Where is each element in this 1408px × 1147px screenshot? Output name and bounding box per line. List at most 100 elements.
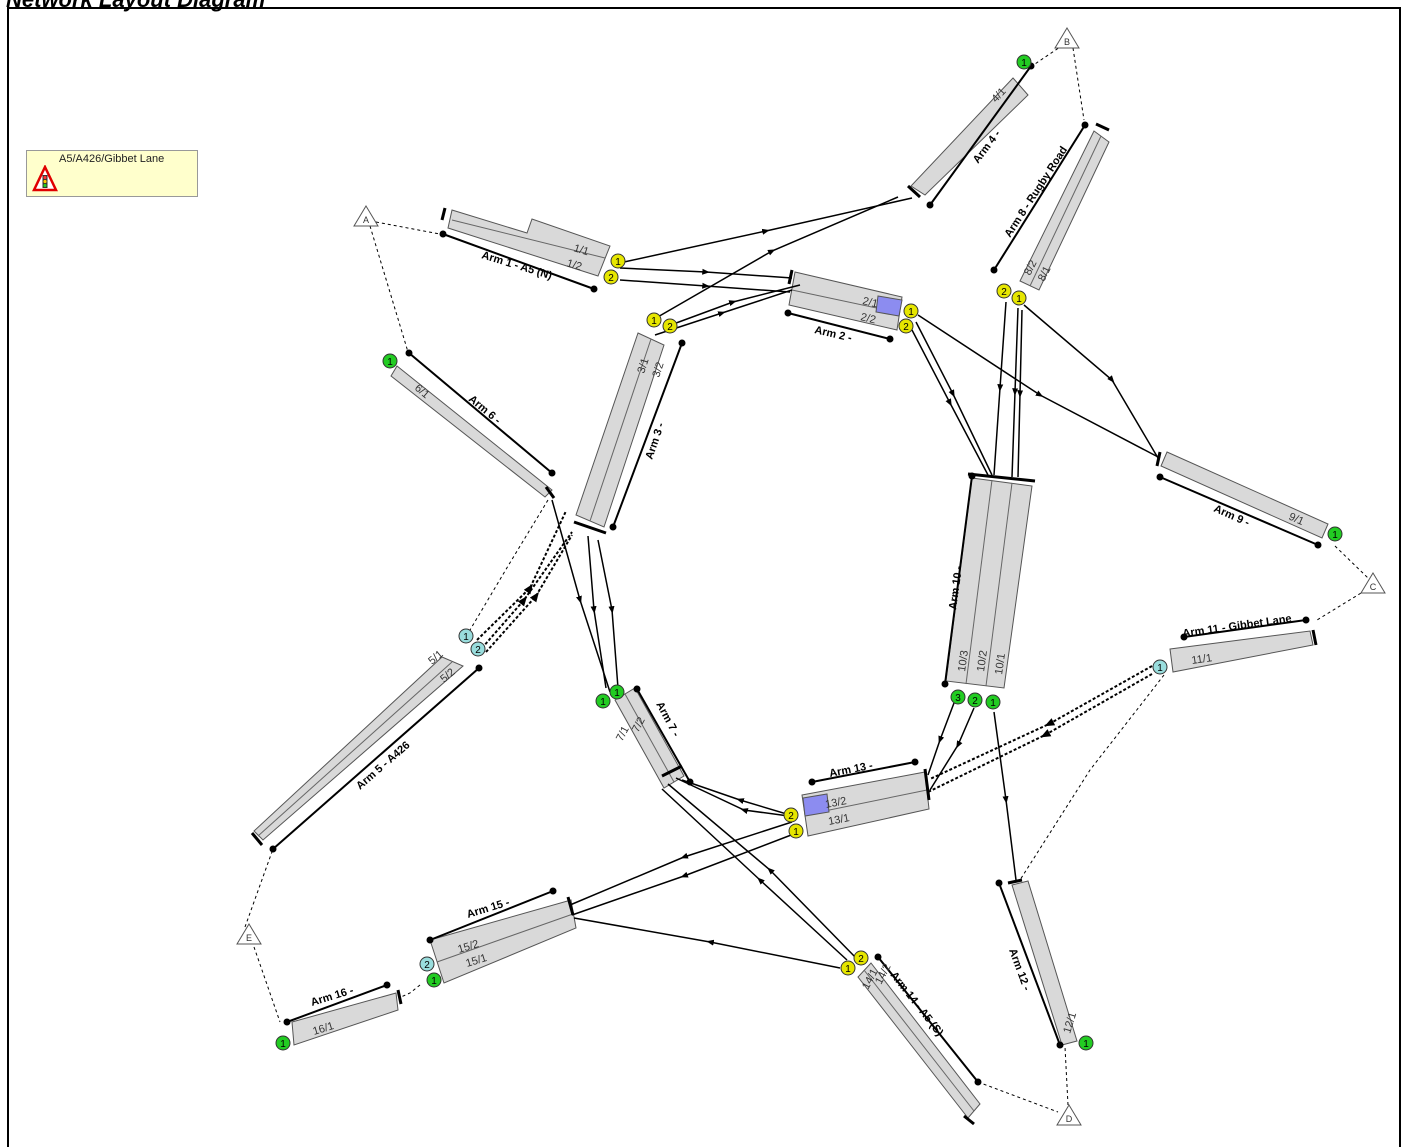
svg-text:1: 1 (793, 827, 799, 838)
svg-text:1: 1 (463, 632, 469, 643)
stage-marker[interactable]: 1 (275, 1035, 291, 1051)
traffic-signal-warning-icon (32, 165, 58, 192)
stage-marker[interactable]: 2 (470, 641, 486, 657)
node-a[interactable]: A (353, 205, 379, 227)
stage-marker[interactable]: 1 (609, 684, 625, 700)
thin-dashed-connectors (400, 499, 1165, 998)
stage-marker[interactable]: 1 (840, 960, 856, 976)
svg-text:2: 2 (903, 322, 909, 333)
stage-marker[interactable]: 1 (788, 823, 804, 839)
svg-text:1: 1 (908, 307, 914, 318)
svg-text:D: D (1066, 1114, 1073, 1124)
svg-text:B: B (1064, 37, 1070, 47)
stage-marker[interactable]: 2 (419, 956, 435, 972)
page-title: Network Layout Diagram (6, 0, 265, 13)
stage-marker[interactable]: 2 (783, 807, 799, 823)
node-links (244, 44, 1369, 1113)
stage-marker[interactable]: 1 (1327, 526, 1343, 542)
stage-marker[interactable]: 1 (458, 628, 474, 644)
lane-label-3-1: 3/1 (635, 357, 651, 375)
lane-label-9-1: 9/1 (1287, 511, 1306, 528)
lane-label-2-2: 2/2 (859, 311, 877, 326)
stage-marker[interactable]: 2 (662, 318, 678, 334)
svg-text:2: 2 (424, 960, 430, 971)
arm-label-3: Arm 3 - (643, 421, 667, 461)
lane-label-10-3: 10/3 (956, 650, 971, 673)
lane-label-16-1: 16/1 (311, 1020, 335, 1038)
svg-text:2: 2 (858, 954, 864, 965)
lane-label-3-2: 3/2 (650, 361, 666, 379)
lane-label-12-1: 12/1 (1061, 1011, 1079, 1035)
stop-lines (250, 122, 1318, 1126)
svg-text:1: 1 (990, 698, 996, 709)
stage-marker[interactable]: 1 (1152, 659, 1168, 675)
stage-marker[interactable]: 2 (967, 692, 983, 708)
svg-text:2: 2 (475, 645, 481, 656)
svg-text:1: 1 (614, 688, 620, 699)
svg-text:1: 1 (280, 1039, 286, 1050)
diagram-frame (7, 7, 1401, 1147)
stage-marker[interactable]: 1 (646, 312, 662, 328)
svg-text:2: 2 (972, 696, 978, 707)
node-b[interactable]: B (1054, 27, 1080, 49)
stage-marker[interactable]: 1 (1078, 1035, 1094, 1051)
arm-label-12: Arm 12 - (1006, 947, 1032, 993)
stage-marker[interactable]: 1 (1016, 54, 1032, 70)
lane-label-11-1: 11/1 (1191, 652, 1213, 667)
lane-strips (253, 77, 1329, 1119)
stage-marker[interactable]: 2 (603, 269, 619, 285)
svg-text:C: C (1370, 582, 1377, 592)
stage-marker[interactable]: 1 (985, 694, 1001, 710)
node-c[interactable]: C (1360, 572, 1386, 594)
svg-text:1: 1 (1021, 58, 1027, 69)
stage-marker[interactable]: 2 (853, 950, 869, 966)
lane-label-1-1: 1/1 (572, 242, 590, 258)
lane-label-10-1: 10/1 (993, 653, 1008, 676)
svg-text:1: 1 (1332, 530, 1338, 541)
lane-label-10-2: 10/2 (975, 650, 990, 673)
svg-text:1: 1 (1016, 294, 1022, 305)
stage-marker[interactable]: 2 (996, 283, 1012, 299)
svg-text:A: A (363, 215, 369, 225)
flow-connectors (551, 196, 1161, 969)
stage-marker[interactable]: 1 (382, 353, 398, 369)
arm-label-13: Arm 13 - (828, 760, 874, 780)
stage-marker[interactable]: 1 (426, 972, 442, 988)
network-nodes: A B C D E (236, 27, 1386, 1126)
svg-text:2: 2 (788, 811, 794, 822)
svg-text:E: E (246, 933, 252, 943)
stage-marker[interactable]: 2 (898, 318, 914, 334)
stage-markers: 1 2 1 2 1 2 2 1 2 1 1 2 1 2 1 2 1 1 1 1 … (275, 54, 1343, 1051)
svg-text:1: 1 (1083, 1039, 1089, 1050)
legend-label: A5/A426/Gibbet Lane (59, 153, 165, 165)
svg-text:2: 2 (667, 322, 673, 333)
svg-text:1: 1 (651, 316, 657, 327)
junction-legend[interactable]: A5/A426/Gibbet Lane (26, 150, 198, 197)
stage-marker[interactable]: 3 (950, 689, 966, 705)
arm-label-6: Arm 6 - (466, 393, 503, 427)
highlighted-lanes (802, 295, 903, 817)
stage-marker[interactable]: 1 (610, 253, 626, 269)
node-e[interactable]: E (236, 923, 262, 945)
svg-text:1: 1 (387, 357, 393, 368)
lane-dividers (257, 135, 1102, 1112)
arm-label-9: Arm 9 - (1212, 503, 1252, 530)
lane-label-2-1: 2/1 (861, 295, 879, 310)
stage-marker[interactable]: 1 (595, 693, 611, 709)
svg-text:2: 2 (608, 273, 614, 284)
lane-label-1-2: 1/2 (565, 257, 583, 273)
node-d[interactable]: D (1056, 1104, 1082, 1126)
lane-label-15-1: 15/1 (464, 952, 488, 970)
stage-marker[interactable]: 1 (1011, 290, 1027, 306)
svg-text:1: 1 (845, 964, 851, 975)
svg-text:2: 2 (1001, 287, 1007, 298)
stage-marker[interactable]: 1 (903, 303, 919, 319)
lane-label-7-1: 7/1 (614, 724, 632, 743)
svg-text:1: 1 (431, 976, 437, 987)
dashed-connectors (476, 510, 1153, 793)
lane-label-15-2: 15/2 (456, 938, 480, 956)
arm-edges (269, 62, 1322, 1086)
svg-text:1: 1 (1157, 663, 1163, 674)
svg-text:1: 1 (615, 257, 621, 268)
